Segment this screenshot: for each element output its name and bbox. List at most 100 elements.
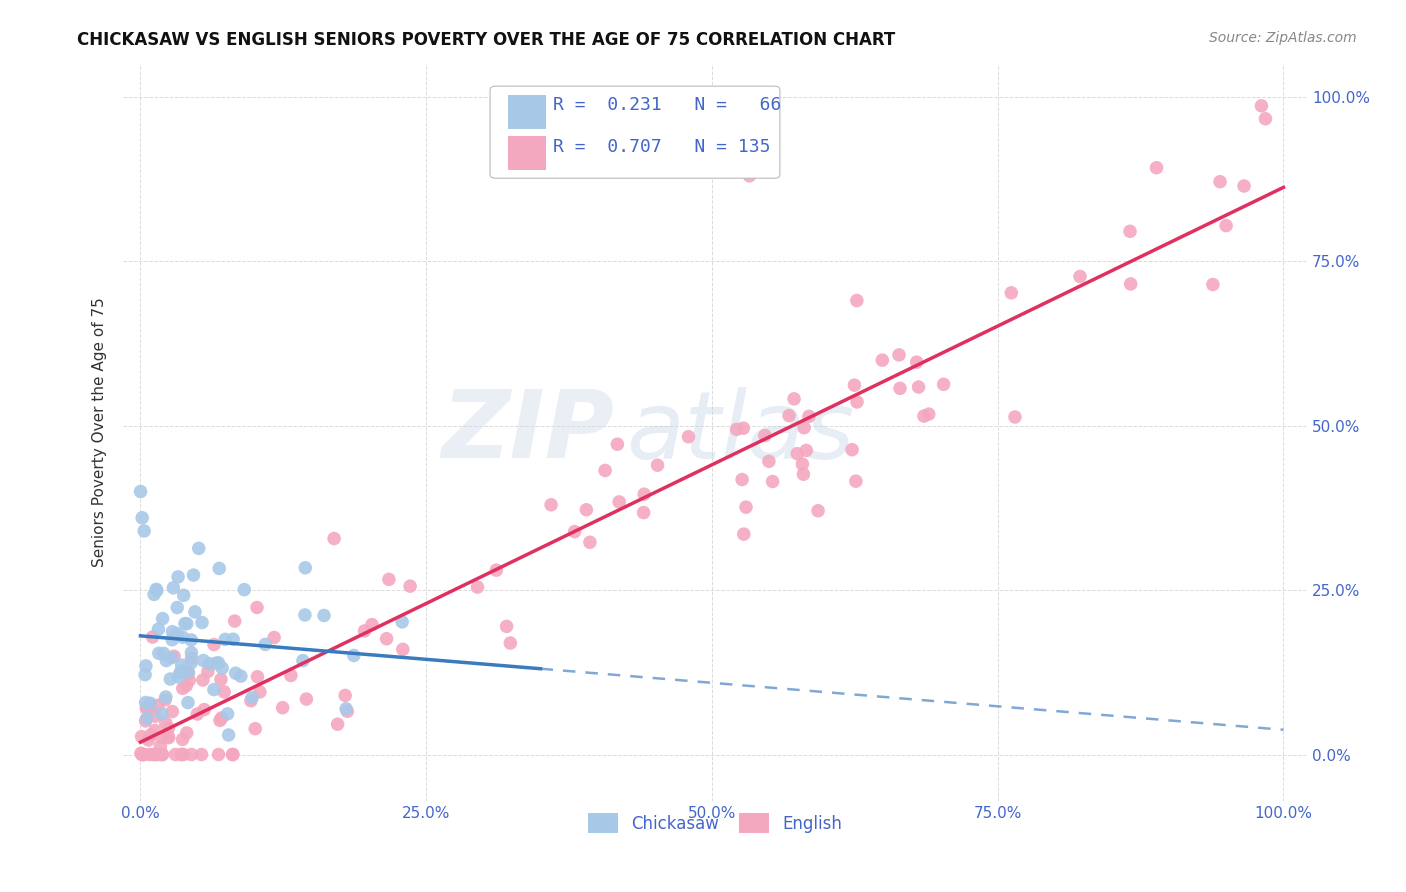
Point: [180, 632, 202, 647]
Point: [291, 654, 314, 668]
Point: [193, 703, 215, 717]
Point: [1119, 277, 1142, 291]
Point: [887, 348, 910, 362]
Point: [131, 747, 153, 762]
Point: [1250, 99, 1272, 113]
Text: ZIP: ZIP: [441, 386, 614, 478]
Point: [172, 630, 194, 644]
Point: [177, 665, 200, 679]
Point: [326, 717, 349, 731]
Point: [233, 582, 256, 597]
Point: [889, 381, 911, 395]
Point: [845, 293, 868, 308]
Point: [647, 458, 669, 473]
Point: [392, 642, 415, 657]
Point: [792, 457, 814, 471]
Point: [353, 624, 375, 638]
Y-axis label: Seniors Poverty Over the Age of 75: Seniors Poverty Over the Age of 75: [93, 297, 107, 567]
Point: [333, 689, 356, 703]
Point: [564, 524, 586, 539]
Point: [134, 667, 156, 681]
Point: [845, 474, 868, 488]
Point: [245, 722, 267, 736]
Point: [191, 673, 214, 687]
Point: [280, 668, 302, 682]
Point: [183, 568, 205, 582]
Point: [176, 616, 198, 631]
Point: [160, 632, 183, 647]
Point: [271, 700, 294, 714]
Point: [378, 572, 401, 586]
Point: [207, 656, 229, 670]
Point: [170, 747, 193, 762]
Point: [143, 709, 166, 723]
Point: [208, 561, 231, 575]
Point: [131, 747, 153, 762]
Point: [143, 747, 166, 762]
Point: [131, 510, 153, 524]
Point: [198, 657, 221, 671]
Point: [738, 169, 761, 183]
Point: [725, 422, 748, 436]
Point: [165, 747, 187, 762]
Point: [633, 487, 655, 501]
Point: [149, 739, 172, 754]
Point: [139, 698, 162, 713]
Point: [221, 747, 243, 762]
Point: [139, 728, 162, 742]
Point: [312, 608, 335, 623]
Point: [224, 614, 246, 628]
Point: [758, 454, 780, 468]
Point: [159, 672, 181, 686]
Point: [575, 502, 598, 516]
Point: [148, 622, 170, 636]
Point: [152, 747, 174, 762]
Point: [1069, 269, 1091, 284]
Point: [246, 600, 269, 615]
Point: [186, 706, 208, 721]
Point: [361, 617, 384, 632]
FancyBboxPatch shape: [491, 87, 780, 178]
Point: [167, 570, 190, 584]
Point: [778, 409, 800, 423]
Point: [187, 541, 209, 556]
Point: [263, 631, 285, 645]
Point: [131, 730, 153, 744]
Point: [225, 666, 247, 681]
Point: [735, 500, 758, 515]
Point: [142, 630, 165, 644]
Point: [157, 721, 180, 735]
Point: [180, 651, 202, 665]
Point: [135, 659, 157, 673]
Point: [190, 747, 212, 762]
Point: [162, 705, 184, 719]
Point: [918, 407, 941, 421]
Point: [172, 732, 194, 747]
Point: [841, 442, 863, 457]
Point: [176, 726, 198, 740]
Point: [136, 702, 159, 716]
Point: [222, 632, 245, 647]
Point: [149, 747, 172, 762]
Point: [912, 409, 935, 423]
Point: [797, 409, 820, 424]
Point: [136, 711, 159, 725]
Point: [1004, 409, 1026, 424]
Point: [399, 579, 422, 593]
Point: [844, 378, 866, 392]
Point: [138, 747, 160, 762]
Point: [593, 463, 616, 477]
Point: [177, 665, 200, 680]
Point: [191, 615, 214, 630]
Point: [211, 661, 233, 675]
Point: [205, 656, 228, 670]
Point: [135, 714, 157, 728]
Point: [155, 690, 177, 704]
Point: [146, 583, 169, 598]
Point: [467, 580, 489, 594]
Point: [295, 692, 318, 706]
Text: R =  0.231   N =   66: R = 0.231 N = 66: [553, 96, 782, 114]
Point: [172, 681, 194, 696]
Point: [246, 670, 269, 684]
Point: [172, 747, 194, 762]
